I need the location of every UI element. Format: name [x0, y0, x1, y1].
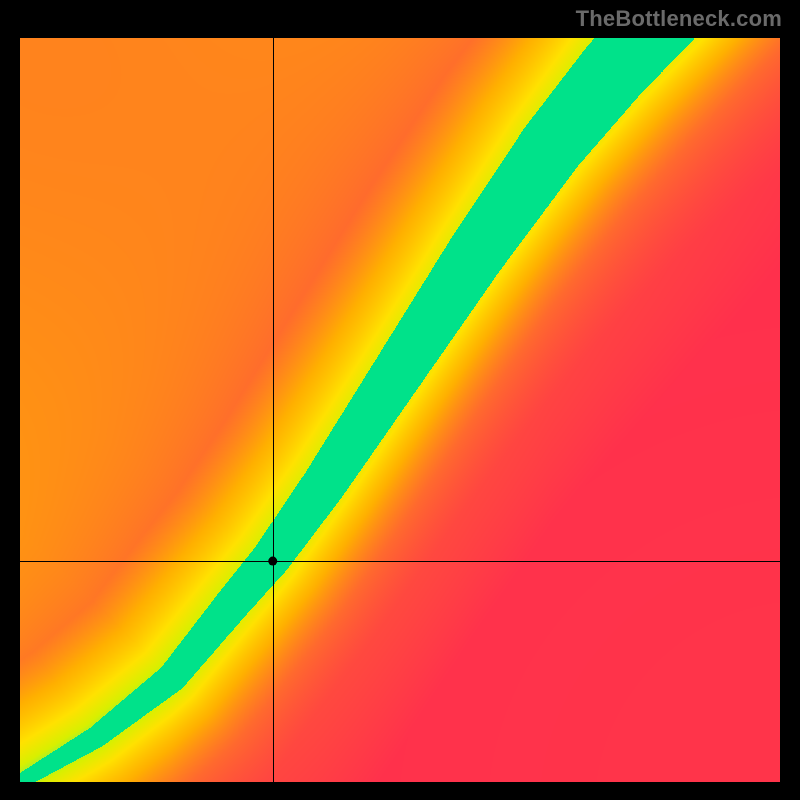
attribution-label: TheBottleneck.com — [576, 6, 782, 32]
heatmap-canvas — [20, 38, 780, 782]
heatmap-plot — [20, 38, 780, 782]
chart-wrapper: TheBottleneck.com — [0, 0, 800, 800]
